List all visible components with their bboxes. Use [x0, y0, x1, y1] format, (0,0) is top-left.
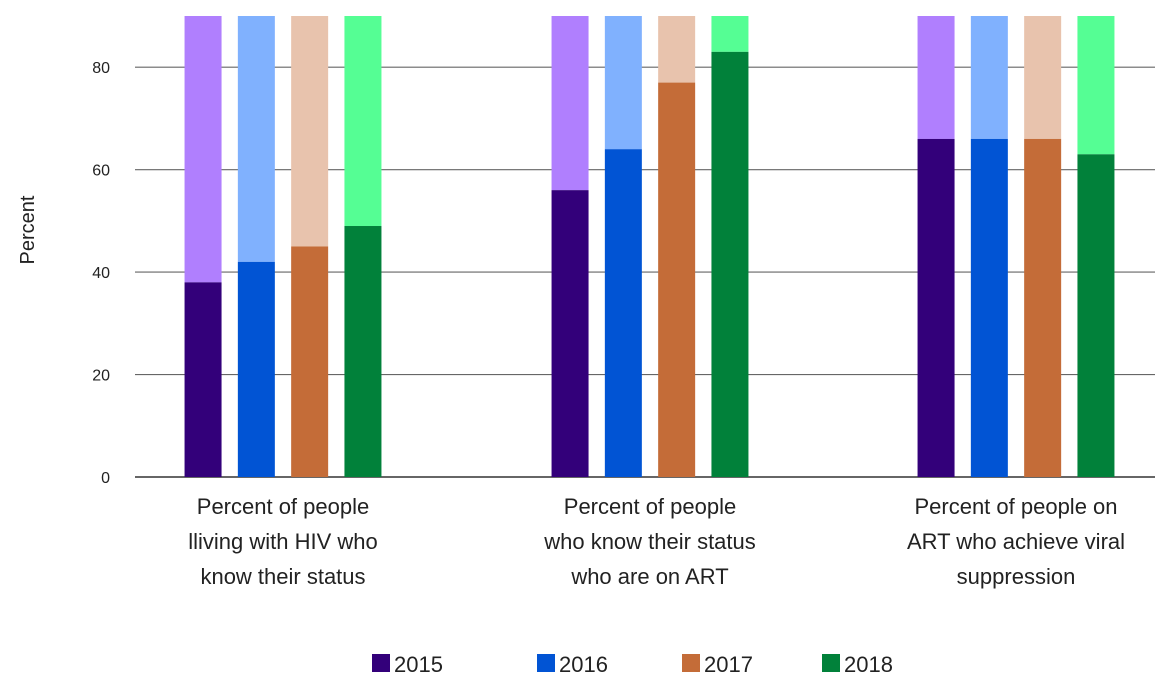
category-label-line: who are on ART: [570, 564, 728, 589]
category-label-line: ART who achieve viral: [907, 529, 1125, 554]
bar-target-2016: [237, 16, 275, 262]
category-label: Percent of people lliving with HIV who kno…: [188, 494, 378, 589]
bar-target-2018: [711, 16, 749, 52]
y-tick-label: 40: [92, 265, 110, 282]
y-tick-label: 20: [92, 368, 110, 385]
category-label-line: suppression: [957, 564, 1076, 589]
category-label-line: Percent of people: [197, 494, 369, 519]
bar-target-2018: [344, 16, 382, 227]
bar-2018: [711, 51, 749, 477]
category-label-line: lliving with HIV who: [188, 529, 378, 554]
bar-2015: [551, 190, 589, 477]
bar-target-2015: [917, 16, 955, 139]
category-label: Percent of people on ART who achieve vira…: [907, 494, 1125, 589]
bar-target-2015: [551, 16, 589, 191]
bar-target-2018: [1077, 16, 1115, 155]
bar-2017: [658, 82, 696, 477]
legend-label: 2016: [559, 652, 608, 677]
legend-item-2017: 2017: [682, 652, 753, 677]
bar-2016: [970, 138, 1008, 477]
category-label: Percent of people who know their status wh…: [543, 494, 756, 589]
category-label-line: Percent of people: [564, 494, 736, 519]
bars: [184, 16, 1115, 478]
legend-item-2018: 2018: [822, 652, 893, 677]
bar-target-2016: [970, 16, 1008, 139]
bar-2015: [917, 138, 955, 477]
category-label-line: who know their status: [543, 529, 756, 554]
legend-label: 2015: [394, 652, 443, 677]
y-tick-labels: 0 20 40 60 80: [92, 60, 110, 487]
y-tick-label: 80: [92, 60, 110, 77]
y-axis-title: Percent: [17, 195, 39, 264]
legend-label: 2018: [844, 652, 893, 677]
category-label-line: Percent of people on: [914, 494, 1117, 519]
legend-label: 2017: [704, 652, 753, 677]
bar-target-2017: [658, 16, 696, 83]
bar-target-2016: [604, 16, 642, 150]
legend-swatch: [372, 654, 390, 672]
y-tick-label: 60: [92, 163, 110, 180]
bar-2015: [184, 282, 222, 477]
bar-target-2017: [291, 16, 329, 247]
bar-target-2017: [1024, 16, 1062, 139]
legend-swatch: [537, 654, 555, 672]
bar-2017: [1024, 138, 1062, 477]
y-tick-label: 0: [101, 470, 110, 487]
bar-2018: [344, 226, 382, 477]
bar-2018: [1077, 154, 1115, 478]
bar-2017: [291, 246, 329, 477]
bar-target-2015: [184, 16, 222, 283]
legend: 2015 2016 2017 2018: [372, 652, 893, 677]
category-label-line: know their status: [200, 564, 365, 589]
category-labels: Percent of people lliving with HIV who kno…: [188, 494, 1125, 589]
bar-2016: [604, 149, 642, 477]
legend-swatch: [682, 654, 700, 672]
legend-item-2016: 2016: [537, 652, 608, 677]
legend-swatch: [822, 654, 840, 672]
legend-item-2015: 2015: [372, 652, 443, 677]
bar-2016: [237, 261, 275, 477]
